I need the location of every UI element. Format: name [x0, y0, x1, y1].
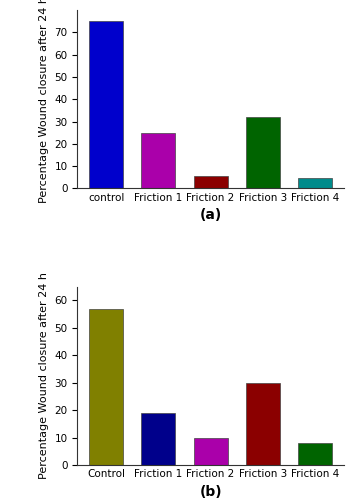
Bar [298, 443, 332, 465]
Bar [90, 21, 123, 188]
Bar [246, 382, 280, 465]
Bar [298, 178, 332, 188]
Bar [90, 308, 123, 465]
Bar [194, 438, 227, 465]
Bar [194, 176, 227, 188]
X-axis label: (a): (a) [199, 208, 222, 222]
Bar [246, 117, 280, 188]
Y-axis label: Percentage Wound closure after 24 h: Percentage Wound closure after 24 h [39, 272, 49, 480]
X-axis label: (b): (b) [199, 484, 222, 498]
Bar [141, 413, 176, 465]
Bar [141, 132, 176, 188]
Y-axis label: Percentage Wound closure after 24 h: Percentage Wound closure after 24 h [39, 0, 49, 202]
